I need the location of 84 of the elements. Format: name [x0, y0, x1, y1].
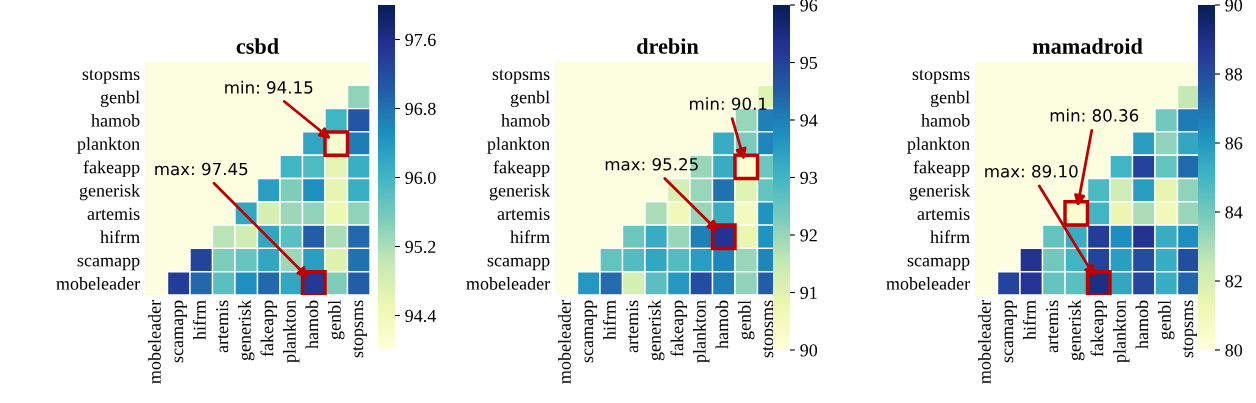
x-tick-label: hifrm — [602, 300, 616, 340]
y-tick-label: generisk — [489, 183, 551, 201]
x-tick-label: scamapp — [584, 300, 597, 363]
y-tick-label: stopsms — [912, 69, 970, 84]
x-tick-label: hifrm — [192, 300, 206, 340]
x-tick-label: genbl — [328, 300, 345, 340]
x-tick-label: fakeapp — [1090, 300, 1108, 357]
x-tick-label: stopsms — [1182, 300, 1197, 358]
x-tick-label: generisk — [1068, 299, 1085, 361]
color-bar-label: 90 — [800, 344, 818, 357]
x-tick-label: fakeapp — [260, 300, 278, 357]
y-tick-label: scamapp — [907, 257, 970, 271]
y-tick-label: hamob — [921, 113, 970, 127]
color-bar-label: 96.0 — [405, 171, 436, 185]
x-tick-label: generisk — [648, 299, 665, 361]
y-tick-label: stopsms — [82, 69, 140, 84]
chart-title: mamadroid — [1032, 38, 1143, 54]
y-tick-label: plankton — [487, 137, 550, 154]
y-tick-label: stopsms — [492, 69, 550, 84]
y-tick-label: artemis — [87, 207, 140, 220]
x-tick-label: artemis — [1046, 300, 1059, 353]
x-tick-label: hamob — [305, 300, 319, 349]
color-bar-label: 96.8 — [405, 102, 436, 116]
y-tick-label: genbl — [930, 90, 970, 108]
color-bar-label: 82 — [1225, 275, 1242, 288]
x-tick-label: plankton — [283, 300, 300, 363]
y-tick-label: hifrm — [930, 230, 970, 244]
annotation: min: 94.15 — [225, 80, 313, 94]
annotation: min: 80.36 — [1050, 108, 1139, 122]
color-bar-label: 95 — [800, 56, 818, 69]
color-bar-label: 88 — [1225, 68, 1243, 81]
y-tick-label: plankton — [77, 137, 140, 154]
x-tick-label: hifrm — [1022, 300, 1036, 340]
y-tick-label: mobeleader — [56, 277, 140, 290]
color-bar-label: 80 — [1225, 344, 1243, 357]
color-bar-label: 97.6 — [405, 33, 436, 47]
x-tick-label: artemis — [626, 300, 639, 353]
y-tick-label: mobeleader — [466, 277, 550, 290]
x-tick-label: stopsms — [352, 300, 367, 358]
y-tick-label: scamapp — [77, 257, 140, 271]
y-tick-label: genbl — [510, 90, 550, 108]
annotation: max: 97.45 — [155, 162, 248, 176]
x-tick-label: artemis — [216, 300, 229, 353]
color-bar-label: 86 — [1225, 137, 1243, 150]
color-bar-label: 84 — [1225, 206, 1243, 219]
x-tick-label: fakeapp — [670, 300, 688, 357]
color-bar-label: 91 — [800, 286, 817, 299]
color-bar-label: 90 — [1225, 0, 1243, 12]
y-tick-label: hifrm — [510, 230, 550, 244]
y-tick-label: artemis — [497, 207, 550, 220]
color-bar-label: 96 — [800, 0, 818, 12]
y-tick-label: hamob — [91, 113, 140, 127]
y-tick-label: plankton — [907, 137, 970, 154]
x-tick-label: stopsms — [762, 300, 777, 358]
y-tick-label: artemis — [917, 207, 970, 220]
annotation: max: 95.25 — [605, 158, 698, 171]
x-tick-label: plankton — [1113, 300, 1130, 363]
x-tick-label: hamob — [1135, 300, 1149, 349]
color-bar-label: 94.4 — [405, 309, 437, 323]
y-tick-label: fakeapp — [913, 160, 970, 178]
color-bar-label: 94 — [800, 114, 818, 127]
y-tick-label: hamob — [501, 113, 550, 127]
annotation: min: 90.1 — [690, 97, 767, 111]
color-bar-label: 92 — [800, 229, 817, 242]
x-tick-label: genbl — [1158, 300, 1175, 340]
color-bar-label: 95.2 — [405, 240, 436, 254]
x-tick-label: generisk — [238, 299, 255, 361]
y-tick-label: scamapp — [487, 257, 550, 271]
x-tick-label: plankton — [693, 300, 710, 363]
x-tick-label: genbl — [738, 300, 755, 340]
y-tick-label: mobeleader — [886, 277, 970, 290]
y-tick-label: generisk — [79, 183, 141, 201]
y-tick-label: hifrm — [100, 230, 140, 244]
color-bar-label: 93 — [800, 171, 818, 184]
annotation: max: 89.10 — [985, 164, 1078, 178]
chart-title: drebin — [637, 38, 699, 54]
chart-title: csbd — [236, 38, 279, 54]
y-tick-label: genbl — [100, 90, 140, 108]
x-tick-label: scamapp — [1004, 300, 1017, 363]
y-tick-label: generisk — [909, 183, 971, 201]
y-tick-label: fakeapp — [493, 160, 550, 178]
x-tick-label: hamob — [715, 300, 729, 349]
y-tick-label: fakeapp — [83, 160, 140, 178]
x-tick-label: scamapp — [174, 300, 187, 363]
